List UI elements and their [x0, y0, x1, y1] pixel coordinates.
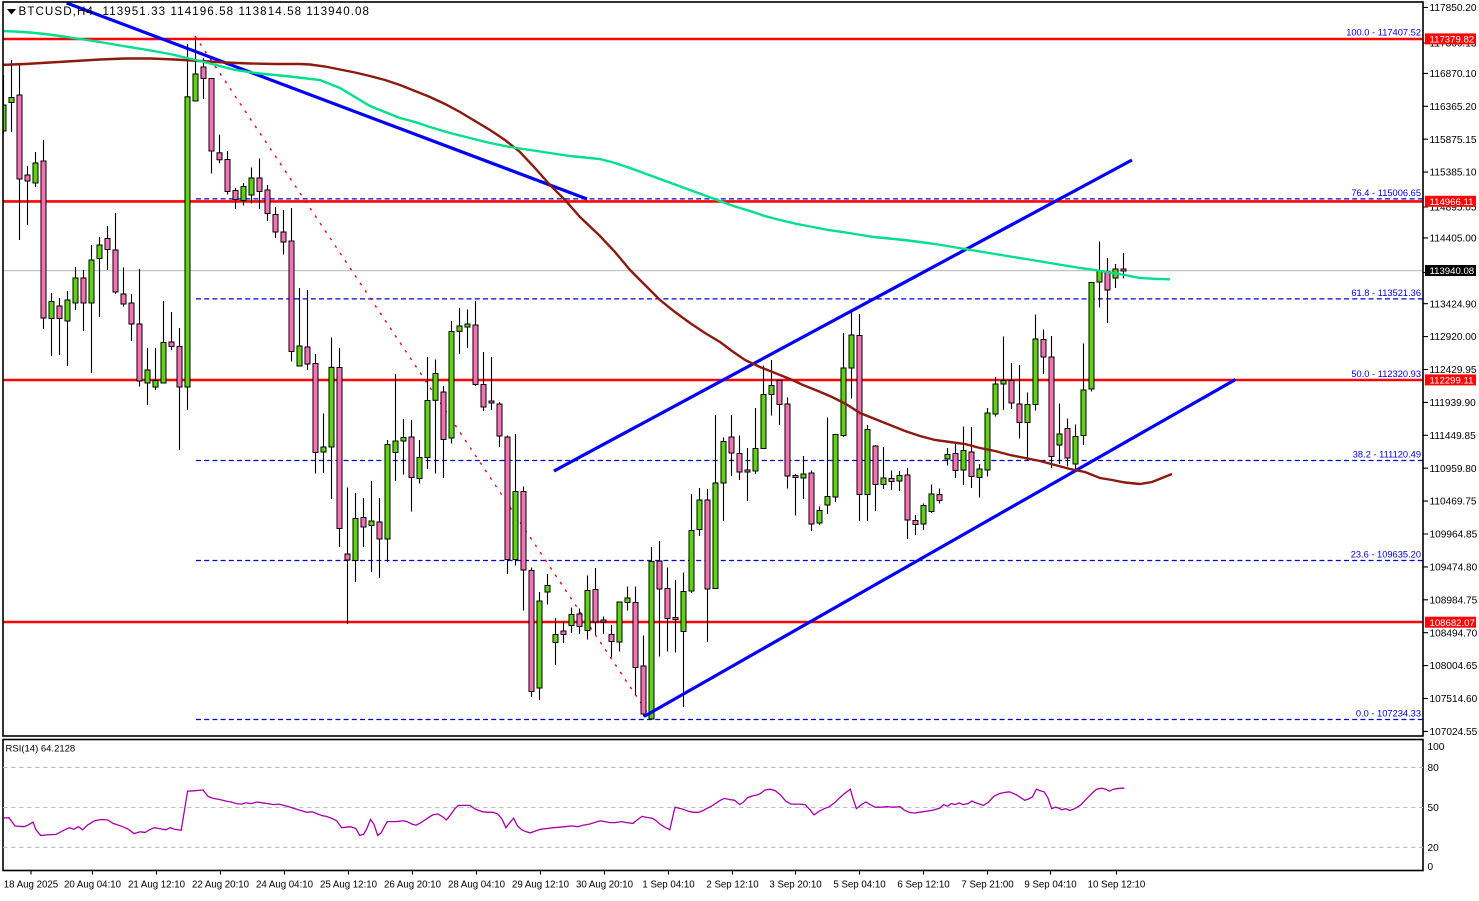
svg-text:23.6 - 109635.20: 23.6 - 109635.20	[1351, 550, 1421, 560]
svg-text:76.4 - 115006.65: 76.4 - 115006.65	[1351, 188, 1421, 198]
svg-text:117379.82: 117379.82	[1430, 35, 1475, 46]
svg-text:22 Aug 20:10: 22 Aug 20:10	[192, 880, 250, 891]
svg-text:25 Aug 12:10: 25 Aug 12:10	[320, 880, 378, 891]
svg-text:6 Sep 12:10: 6 Sep 12:10	[897, 880, 950, 891]
svg-text:26 Aug 20:10: 26 Aug 20:10	[384, 880, 442, 891]
svg-text:100.0 - 117407.52: 100.0 - 117407.52	[1346, 28, 1421, 38]
svg-text:RSI(14) 64.2128: RSI(14) 64.2128	[6, 744, 76, 755]
svg-text:108984.75: 108984.75	[1430, 595, 1478, 606]
svg-text:111939.90: 111939.90	[1430, 398, 1477, 409]
svg-text:112429.95: 112429.95	[1430, 365, 1477, 376]
svg-text:117850.20: 117850.20	[1430, 3, 1477, 14]
svg-text:116365.20: 116365.20	[1430, 102, 1477, 113]
svg-text:24 Aug 04:10: 24 Aug 04:10	[256, 880, 314, 891]
svg-text:110469.75: 110469.75	[1430, 497, 1477, 508]
svg-text:108004.65: 108004.65	[1430, 661, 1478, 672]
svg-text:10 Sep 12:10: 10 Sep 12:10	[1088, 880, 1146, 891]
svg-text:116870.10: 116870.10	[1430, 69, 1477, 80]
svg-text:18 Aug 2025: 18 Aug 2025	[4, 880, 58, 891]
svg-text:100: 100	[1428, 742, 1445, 753]
svg-text:109964.85: 109964.85	[1430, 530, 1478, 541]
svg-text:5 Sep 04:10: 5 Sep 04:10	[833, 880, 886, 891]
svg-text:21 Aug 12:10: 21 Aug 12:10	[128, 880, 186, 891]
svg-text:0.0 - 107234.33: 0.0 - 107234.33	[1356, 709, 1421, 719]
svg-text:1 Sep 04:10: 1 Sep 04:10	[642, 880, 695, 891]
svg-text:107024.55: 107024.55	[1430, 727, 1478, 738]
svg-text:108494.70: 108494.70	[1430, 628, 1478, 639]
svg-text:61.8 - 113521.36: 61.8 - 113521.36	[1351, 288, 1421, 298]
svg-text:50.0 - 112320.93: 50.0 - 112320.93	[1351, 369, 1421, 379]
svg-text:BTCUSD,H4 113951.33 114196.58: BTCUSD,H4 113951.33 114196.58 113814.58 …	[19, 5, 371, 18]
svg-text:108682.07: 108682.07	[1430, 618, 1475, 629]
svg-text:114895.05: 114895.05	[1430, 203, 1477, 214]
svg-text:80: 80	[1428, 763, 1440, 774]
svg-text:109474.80: 109474.80	[1430, 563, 1478, 574]
svg-text:114966.11: 114966.11	[1430, 197, 1474, 208]
svg-text:2 Sep 12:10: 2 Sep 12:10	[706, 880, 759, 891]
svg-text:30 Aug 20:10: 30 Aug 20:10	[576, 880, 634, 891]
svg-text:112299.11: 112299.11	[1430, 376, 1474, 387]
svg-text:28 Aug 04:10: 28 Aug 04:10	[448, 880, 506, 891]
svg-text:7 Sep 21:00: 7 Sep 21:00	[961, 880, 1014, 891]
svg-text:110959.80: 110959.80	[1430, 464, 1477, 475]
svg-text:107514.60: 107514.60	[1430, 694, 1478, 705]
svg-text:20 Aug 04:10: 20 Aug 04:10	[64, 880, 122, 891]
svg-text:113940.08: 113940.08	[1430, 266, 1475, 277]
svg-text:115385.10: 115385.10	[1430, 168, 1477, 179]
svg-text:112920.00: 112920.00	[1430, 332, 1477, 343]
svg-text:3 Sep 20:10: 3 Sep 20:10	[769, 880, 822, 891]
svg-text:38.2 - 111120.49: 38.2 - 111120.49	[1353, 450, 1421, 460]
svg-text:20: 20	[1428, 843, 1440, 854]
svg-text:114405.00: 114405.00	[1430, 234, 1477, 245]
svg-text:111449.85: 111449.85	[1430, 431, 1477, 442]
svg-text:50: 50	[1428, 803, 1440, 814]
svg-text:113424.90: 113424.90	[1430, 299, 1477, 310]
svg-text:115875.15: 115875.15	[1430, 135, 1477, 146]
svg-text:0: 0	[1428, 862, 1434, 873]
svg-text:29 Aug 12:10: 29 Aug 12:10	[512, 880, 570, 891]
svg-text:9 Sep 04:10: 9 Sep 04:10	[1024, 880, 1077, 891]
